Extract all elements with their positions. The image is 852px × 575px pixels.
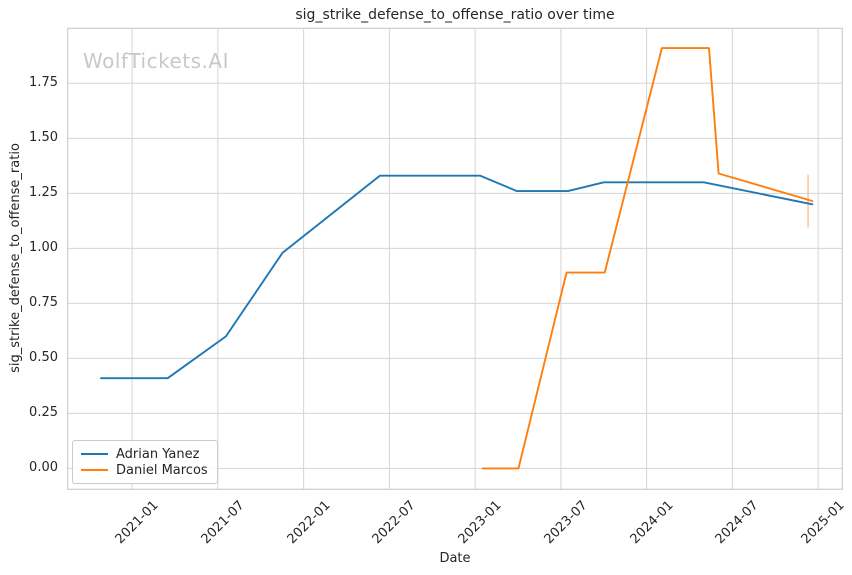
legend-line-sample-orange: [81, 469, 108, 471]
legend-item-daniel-marcos: Daniel Marcos: [81, 462, 208, 478]
plot-border: [67, 27, 843, 490]
series-line-daniel-marcos: [481, 47, 814, 470]
legend-line-sample-blue: [81, 453, 108, 455]
y-tick-label: 0.00: [29, 460, 58, 476]
y-tick-label: 1.00: [29, 240, 58, 256]
legend-label: Daniel Marcos: [116, 462, 208, 478]
y-tick-label: 1.25: [29, 185, 58, 201]
y-tick-label: 1.75: [29, 75, 58, 91]
y-tick-label: 0.50: [29, 350, 58, 366]
series-line-adrian-yanez: [100, 174, 814, 380]
y-tick-label: 0.75: [29, 295, 58, 311]
chart-title: sig_strike_defense_to_offense_ratio over…: [295, 7, 615, 23]
legend: Adrian Yanez Daniel Marcos: [72, 440, 218, 484]
y-tick-label: 1.50: [29, 130, 58, 146]
legend-item-adrian-yanez: Adrian Yanez: [81, 446, 208, 462]
watermark: WolfTickets.AI: [83, 49, 229, 73]
y-tick-label: 0.25: [29, 405, 58, 421]
x-axis-label: Date: [439, 551, 471, 566]
y-axis-label: sig_strike_defense_to_offense_ratio: [8, 143, 23, 373]
legend-label: Adrian Yanez: [116, 446, 200, 462]
